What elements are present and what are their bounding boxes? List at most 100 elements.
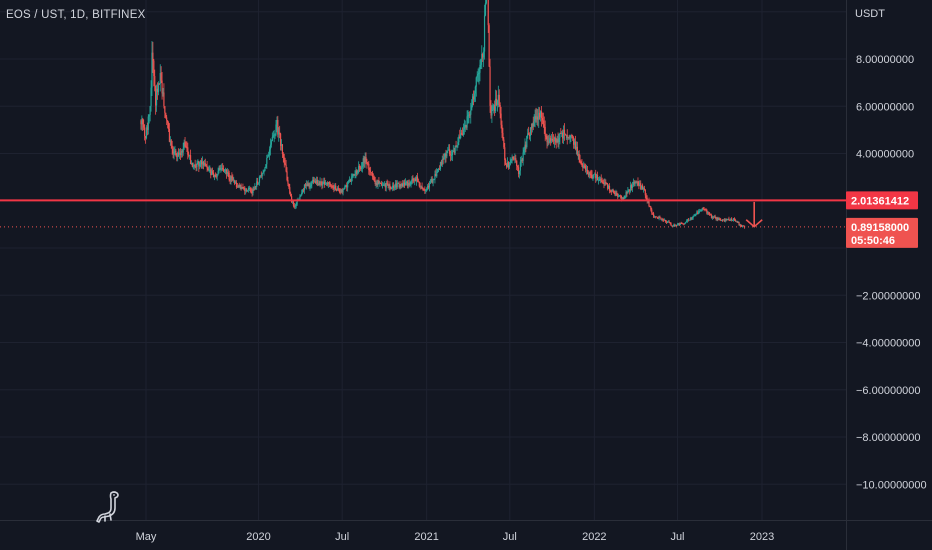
candle-body [180, 150, 182, 155]
candle-body [643, 188, 646, 190]
candle-body [454, 145, 456, 153]
x-tick-label: May [136, 531, 157, 543]
candle-body [477, 74, 479, 76]
candle-body [380, 183, 382, 184]
candle-body [223, 169, 225, 172]
candle-body [711, 216, 713, 218]
candle-body [538, 112, 540, 120]
candle-body [598, 179, 600, 181]
candle-body [383, 184, 386, 186]
candle-body [238, 185, 240, 188]
candle-body [552, 140, 555, 142]
candle-body [617, 195, 619, 197]
candle-body [539, 111, 542, 118]
candle-body [280, 144, 283, 146]
candle-body [237, 185, 239, 188]
candle-body [259, 175, 261, 177]
candle-body [303, 184, 306, 191]
candle-body [360, 167, 363, 169]
candle-body [156, 88, 159, 93]
candle-body [176, 154, 178, 158]
candle-body [536, 116, 538, 120]
candle-body [321, 182, 323, 186]
candle-body [358, 166, 360, 173]
candle-body [174, 150, 176, 152]
candle-body [612, 189, 614, 191]
candle-body [609, 190, 612, 192]
candle-body [325, 183, 327, 185]
candle-body [607, 185, 610, 189]
candle-body [709, 213, 711, 215]
candle-body [213, 174, 216, 178]
candle-body [686, 219, 689, 221]
candle-body [463, 126, 465, 130]
candle-body [169, 140, 171, 142]
candle-body [436, 171, 438, 177]
candle-body [424, 189, 426, 191]
candle-body [253, 189, 255, 191]
candle-body [302, 189, 305, 191]
candle-body [309, 186, 311, 188]
candle-body [707, 212, 709, 214]
candle-body [429, 182, 431, 184]
candle-body [179, 152, 182, 155]
drawings[interactable] [0, 199, 846, 228]
candle-body [307, 183, 309, 186]
candle-body [242, 187, 244, 189]
candle-body [688, 219, 691, 221]
candle-body [371, 172, 374, 177]
candle-body [585, 166, 587, 170]
candle-body [650, 206, 652, 210]
candle-body [171, 145, 173, 149]
candle-body [205, 164, 207, 166]
candle-body [373, 177, 375, 181]
candle-body [211, 171, 213, 176]
candle-body [505, 164, 508, 167]
candle-body [455, 145, 457, 147]
candle-body [215, 176, 217, 178]
candle-body [567, 136, 569, 138]
candle-body [263, 170, 265, 173]
candle-body [483, 51, 485, 58]
price-axis[interactable]: 8.00000000 6.00000000 4.00000000 −2.0000000… [846, 0, 927, 550]
candle-body [489, 66, 491, 106]
time-axis[interactable]: May 2020 Jul 2021 Jul 2022 Jul 2023 [0, 520, 932, 544]
candle-body [509, 162, 511, 165]
candle-body [170, 140, 172, 146]
candle-body [616, 192, 618, 196]
candle-body [209, 169, 211, 171]
y-tick-label: 8.00000000 [856, 54, 914, 66]
candle-body [613, 190, 615, 193]
x-tick-label: 2023 [750, 531, 774, 543]
candle-body [319, 181, 321, 186]
candle-body [527, 133, 529, 137]
dinosaur-icon[interactable] [94, 490, 124, 524]
candle-body [293, 205, 295, 207]
candle-body [412, 178, 414, 180]
candle-body [618, 195, 620, 197]
candle-body [692, 216, 694, 219]
y-tick-label: −4.00000000 [856, 338, 921, 350]
candle-body [281, 144, 284, 154]
candle-body [689, 218, 691, 220]
candle-body [203, 163, 205, 166]
candle-body [636, 181, 638, 183]
candle-body [505, 159, 507, 165]
candle-body [410, 180, 412, 185]
candle-body [224, 169, 227, 171]
candle-body [517, 166, 519, 168]
candle-body [247, 188, 250, 190]
candle-body [144, 127, 146, 137]
candle-body [394, 183, 397, 188]
candle-body [686, 220, 688, 222]
candle-body [382, 184, 385, 186]
candle-body [656, 216, 658, 218]
candle-body [290, 193, 292, 197]
candle-body [740, 224, 742, 227]
candle-body [193, 165, 195, 167]
symbol-title[interactable]: EOS / UST, 1D, BITFINEX [6, 9, 146, 21]
candle-body [534, 116, 536, 122]
candle-body [223, 170, 226, 172]
candle-body [338, 189, 340, 192]
